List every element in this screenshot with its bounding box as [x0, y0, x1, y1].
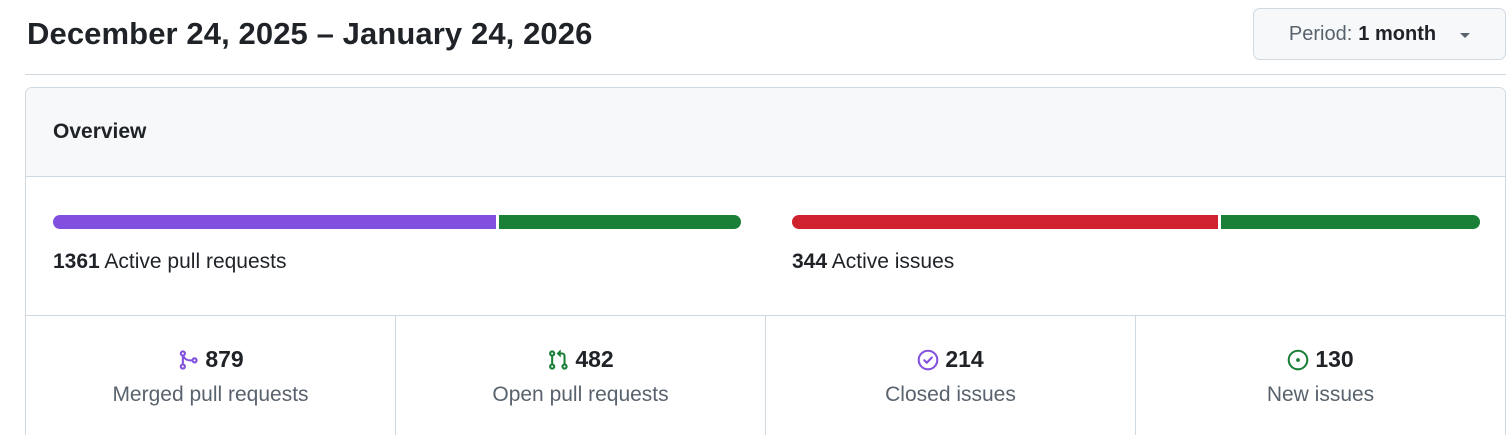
overview-summary: 1361 Active pull requests 344 Active iss… [26, 177, 1505, 316]
merged-pull-requests-count: 879 [205, 346, 244, 372]
overview-box: Overview 1361 Active pull requests 344 A… [25, 87, 1506, 435]
closed-issues-label: Closed issues [885, 383, 1016, 406]
active-issues-label: Active issues [831, 250, 955, 273]
git-pull-request-icon [547, 349, 569, 371]
stat-open-pull-requests[interactable]: 482 Open pull requests [396, 316, 766, 435]
new-issues-count: 130 [1315, 346, 1354, 372]
open-pr-segment [499, 215, 741, 229]
pull-requests-progress-bar[interactable] [53, 215, 741, 229]
page-header: December 24, 2025 – January 24, 2026 Per… [25, 0, 1506, 75]
closed-issues-count: 214 [945, 346, 984, 372]
active-pull-requests-summary[interactable]: 1361 Active pull requests [53, 250, 287, 274]
new-issues-segment [1221, 215, 1480, 229]
issue-opened-icon [1287, 349, 1309, 371]
period-label: Period: [1288, 22, 1353, 45]
open-pull-requests-label: Open pull requests [492, 383, 669, 406]
active-pull-requests-label: Active pull requests [104, 250, 287, 273]
stats-row: 879 Merged pull requests 482 Open pull r… [26, 316, 1505, 435]
period-dropdown[interactable]: Period: 1 month [1253, 8, 1506, 60]
open-pull-requests-count: 482 [575, 346, 614, 372]
stat-closed-issues[interactable]: 214 Closed issues [766, 316, 1136, 435]
active-issues-count: 344 [792, 250, 828, 273]
overview-title: Overview [53, 120, 147, 143]
issues-progress-bar[interactable] [792, 215, 1480, 229]
active-issues-summary[interactable]: 344 Active issues [792, 250, 954, 274]
closed-issues-segment [792, 215, 1218, 229]
stat-merged-pull-requests[interactable]: 879 Merged pull requests [26, 316, 396, 435]
date-range-title: December 24, 2025 – January 24, 2026 [27, 16, 593, 51]
period-value: 1 month [1358, 22, 1437, 45]
git-merge-icon [177, 349, 199, 371]
merged-pull-requests-label: Merged pull requests [112, 383, 309, 406]
caret-down-icon [1460, 32, 1471, 38]
stat-new-issues[interactable]: 130 New issues [1136, 316, 1505, 435]
issue-closed-icon [917, 349, 939, 371]
overview-header: Overview [26, 88, 1505, 177]
active-pull-requests-count: 1361 [53, 250, 100, 273]
new-issues-label: New issues [1266, 383, 1375, 406]
merged-pr-segment [53, 215, 496, 229]
